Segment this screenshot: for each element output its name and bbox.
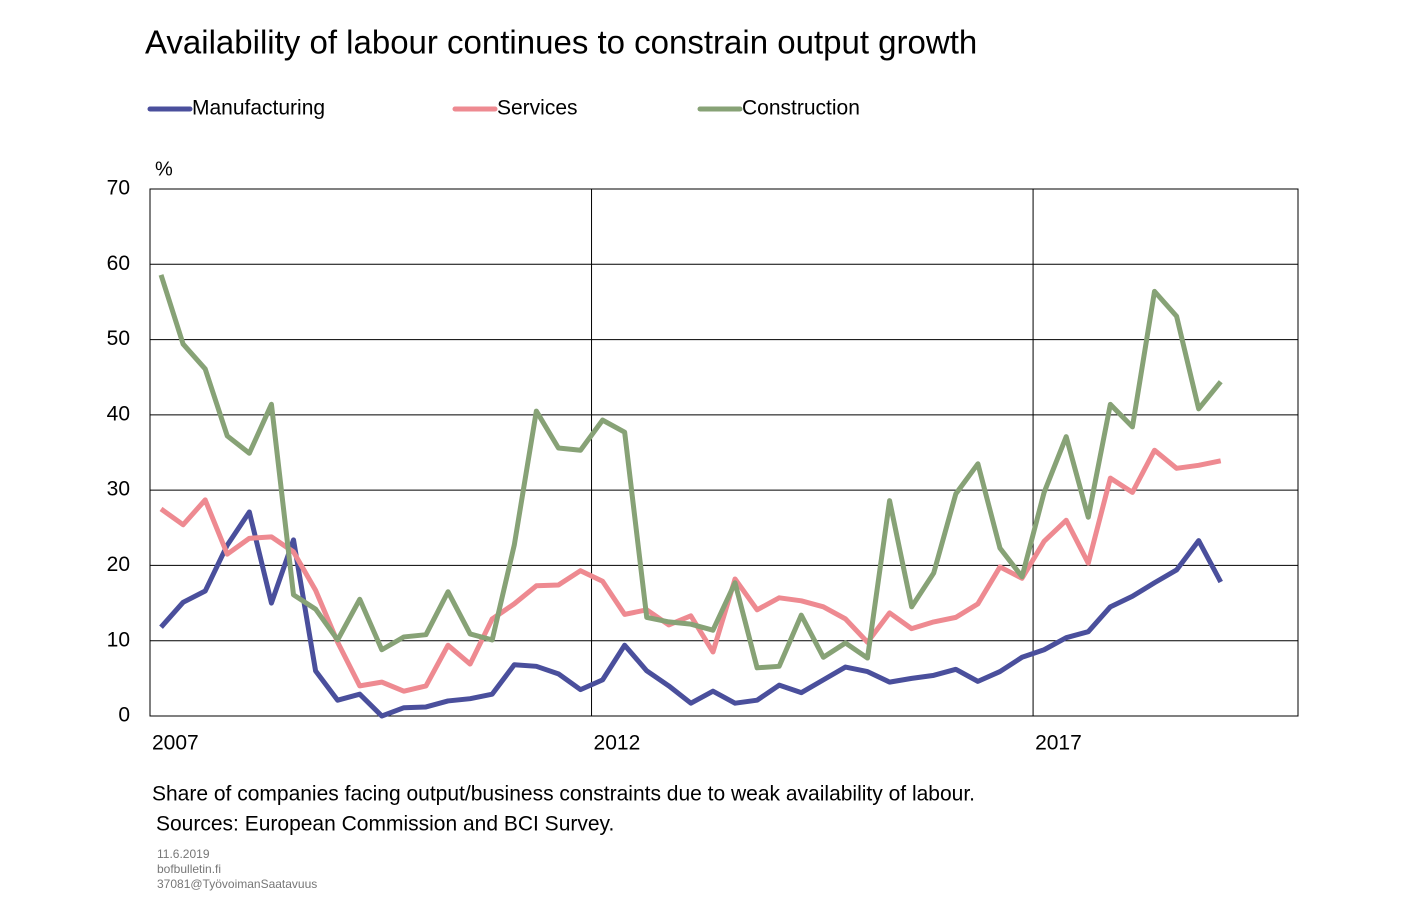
y-tick-label: 50 <box>107 327 130 350</box>
y-tick-label: 70 <box>107 177 130 200</box>
y-tick-label: 0 <box>118 704 130 727</box>
legend-label: Services <box>497 97 578 120</box>
chart-title: Availability of labour continues to cons… <box>145 24 977 61</box>
y-tick-label: 10 <box>107 628 130 651</box>
series-line <box>159 447 1222 694</box>
x-tick-label: 2012 <box>594 732 641 755</box>
note: Share of companies facing output/busines… <box>152 783 975 806</box>
y-unit: % <box>155 158 173 180</box>
y-tick-label: 30 <box>107 478 130 501</box>
y-tick-label: 60 <box>107 252 130 275</box>
footer-line: 11.6.2019 <box>157 847 210 861</box>
y-tick-label: 20 <box>107 553 130 576</box>
source: Sources: European Commission and BCI Sur… <box>156 813 614 836</box>
footer-line: 37081@TyövoimanSaatavuus <box>157 877 317 891</box>
series-line <box>158 274 1223 671</box>
y-tick-label: 40 <box>107 402 130 425</box>
series-line <box>159 509 1223 719</box>
legend-label: Manufacturing <box>192 97 325 120</box>
x-tick-label: 2007 <box>152 732 199 755</box>
plot-frame <box>149 188 1299 717</box>
legend-label: Construction <box>742 97 860 120</box>
footer-line: bofbulletin.fi <box>157 862 221 876</box>
x-tick-label: 2017 <box>1035 732 1082 755</box>
